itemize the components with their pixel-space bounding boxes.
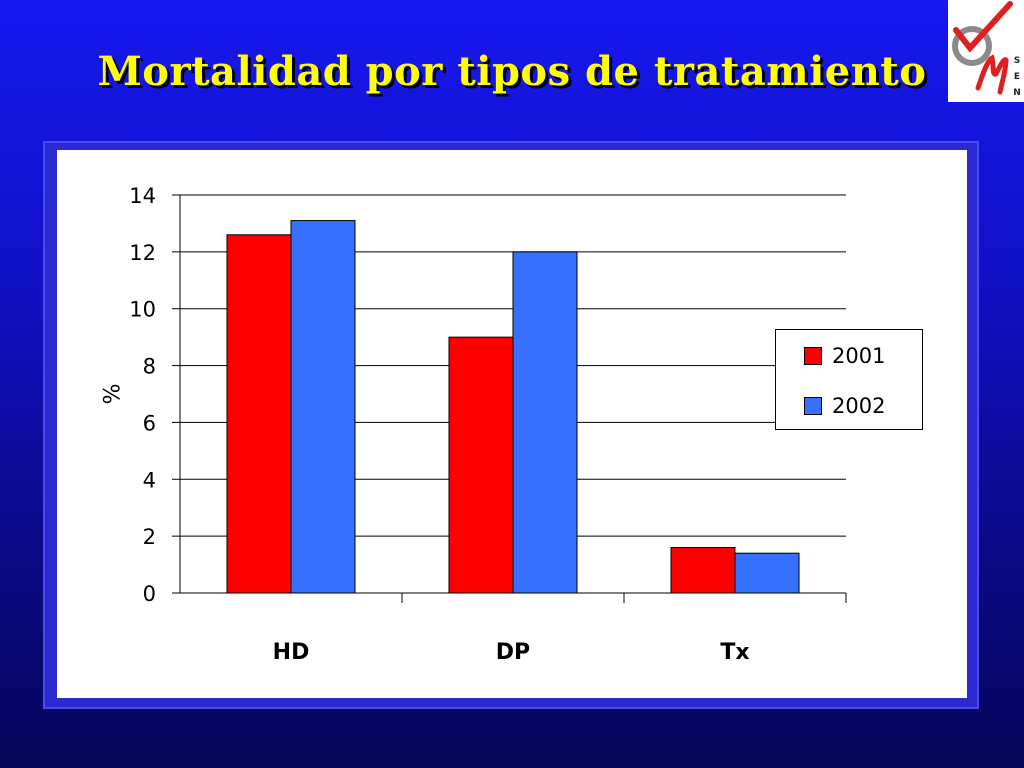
bar-dp-2001 <box>448 336 514 594</box>
legend-item-2001: 2001 <box>804 344 885 368</box>
bar-hd-2002 <box>290 220 356 594</box>
sen-logo-icon: S E N <box>952 1 1021 98</box>
y-tick-label: 2 <box>143 525 156 549</box>
legend-swatch-2001 <box>804 347 822 365</box>
y-tick-label: 12 <box>129 241 156 265</box>
legend-item-2002: 2002 <box>804 394 885 418</box>
y-tick-label: 14 <box>129 184 156 208</box>
y-tick-label: 8 <box>143 355 156 379</box>
axes <box>172 194 847 603</box>
y-tick-label: 10 <box>129 298 156 322</box>
logo-ring <box>952 26 992 66</box>
slide-title: Mortalidad por tipos de tratamiento <box>97 48 927 95</box>
bar-tx-2002 <box>734 552 800 594</box>
logo-check <box>953 1 1013 53</box>
x-tick-label-tx: Tx <box>720 640 749 665</box>
y-tick-label: 6 <box>143 411 156 435</box>
bar-dp-2002 <box>512 251 578 594</box>
y-tick-label: 4 <box>143 468 156 492</box>
chart-legend: 2001 2002 <box>775 329 923 430</box>
sen-logo: S E N <box>948 0 1024 102</box>
x-tick-label-hd: HD <box>273 640 310 665</box>
y-tick-label: 0 <box>143 582 156 606</box>
y-axis-label: % <box>97 384 122 405</box>
logo-letter-n: N <box>1013 88 1021 98</box>
logo-m-stroke <box>975 54 1009 95</box>
bars <box>226 220 800 594</box>
logo-letter-e: E <box>1014 72 1020 82</box>
legend-swatch-2002 <box>804 397 822 415</box>
bar-tx-2001 <box>670 547 736 594</box>
x-tick-label-dp: DP <box>496 640 530 665</box>
legend-label-2001: 2001 <box>832 344 886 368</box>
logo-letter-s: S <box>1014 56 1020 66</box>
axis-labels: 0 2 4 6 8 10 12 14 HD DP Tx <box>129 184 749 665</box>
bar-hd-2001 <box>226 234 292 594</box>
legend-label-2002: 2002 <box>832 394 886 418</box>
